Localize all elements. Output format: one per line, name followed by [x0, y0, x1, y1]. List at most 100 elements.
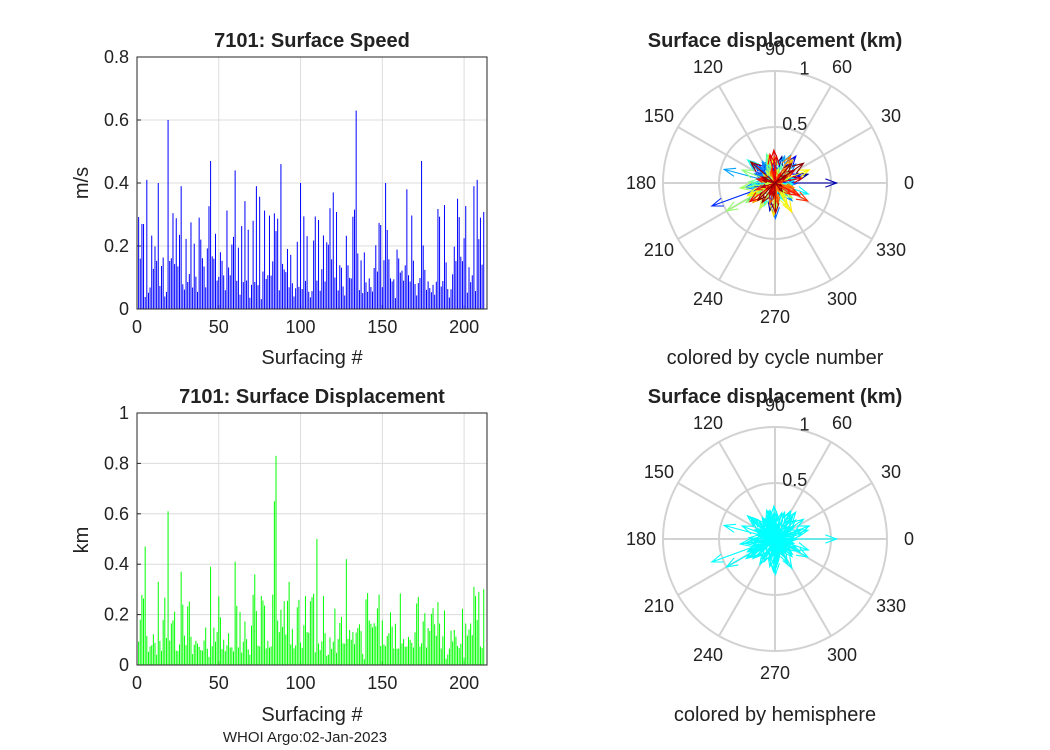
bar — [241, 226, 243, 309]
bar — [421, 160, 423, 309]
bar — [453, 629, 455, 665]
bar — [205, 287, 207, 309]
displacement-arrow — [774, 177, 803, 184]
bar — [255, 186, 257, 309]
bar — [286, 600, 288, 665]
bar — [457, 645, 459, 665]
bar — [447, 654, 449, 665]
bar — [337, 639, 339, 665]
bar — [192, 654, 194, 665]
arrow-head — [710, 553, 724, 563]
bar — [452, 641, 454, 665]
arrow-head — [769, 190, 774, 198]
bar — [383, 644, 385, 665]
bar — [185, 238, 187, 309]
arrow-head — [825, 534, 839, 544]
displacement-arrow — [762, 532, 776, 540]
y-tick-label: 0.4 — [104, 554, 129, 574]
arrow-head — [766, 165, 772, 174]
bar — [314, 216, 316, 309]
bar — [161, 650, 163, 665]
bar — [416, 603, 418, 665]
bar — [417, 283, 419, 309]
bar — [215, 641, 217, 665]
bar — [138, 641, 140, 665]
bar — [215, 233, 217, 309]
bar — [157, 581, 159, 665]
bar — [463, 657, 465, 665]
bar — [180, 186, 182, 309]
arrow-head — [789, 544, 802, 553]
bar — [162, 257, 164, 309]
bar — [296, 607, 298, 665]
angle-label: 30 — [881, 462, 901, 482]
arrow-head — [779, 183, 784, 187]
bar — [283, 269, 285, 309]
bar — [182, 604, 184, 665]
bar — [197, 643, 199, 665]
arrow-head — [770, 207, 780, 221]
bar — [339, 265, 341, 309]
bar — [223, 275, 225, 309]
bar — [360, 631, 362, 665]
displacement-title: 7101: Surface Displacement — [179, 386, 445, 408]
arrow-head — [780, 553, 789, 565]
bar — [427, 628, 429, 665]
bar — [326, 242, 328, 309]
y-tick-label: 0.4 — [104, 173, 129, 193]
bar — [362, 293, 364, 309]
angle-label: 0 — [904, 529, 914, 549]
bar — [401, 643, 403, 665]
bar — [182, 284, 184, 309]
arrow-head — [753, 173, 763, 180]
arrow-head — [792, 531, 804, 540]
arrow-head — [740, 525, 755, 535]
bar — [219, 252, 221, 309]
arrow-head — [754, 540, 764, 547]
bar — [352, 632, 354, 665]
displacement-arrow — [761, 538, 776, 559]
bar — [362, 653, 364, 665]
bar — [404, 646, 406, 665]
bar — [249, 297, 251, 309]
displacement-ylabel: km — [71, 527, 93, 554]
bar — [208, 206, 210, 309]
bar — [277, 218, 279, 309]
bar — [232, 236, 234, 309]
speed-y-ticks: 0 0.2 0.4 0.6 0.8 — [104, 47, 129, 319]
bar — [412, 260, 414, 309]
bar — [280, 609, 282, 665]
bar — [481, 264, 483, 309]
bar — [308, 632, 310, 665]
bar — [290, 644, 292, 665]
polar-hemisphere-angle-labels: 0 30 60 90 120 150 180 210 240 270 300 330 0.5 1 — [626, 395, 914, 683]
x-tick-label: 150 — [367, 317, 397, 337]
bar — [414, 632, 416, 665]
bar — [159, 641, 161, 665]
bar — [210, 566, 212, 665]
arrow-head — [738, 181, 753, 192]
bar — [327, 654, 329, 665]
bar — [218, 596, 220, 665]
bar — [339, 622, 341, 665]
bar — [295, 645, 297, 665]
arrow-head — [722, 523, 737, 533]
bar — [481, 648, 483, 665]
bar — [321, 269, 323, 309]
bar — [313, 593, 315, 665]
x-tick-label: 150 — [367, 673, 397, 693]
displacement-arrow — [757, 538, 776, 557]
bar — [393, 279, 395, 309]
angle-label: 300 — [827, 289, 857, 309]
displacement-arrow — [774, 163, 792, 184]
arrow-head — [749, 160, 762, 173]
bar — [385, 646, 387, 665]
bar — [354, 209, 356, 309]
y-tick-label: 0.6 — [104, 110, 129, 130]
bar — [226, 210, 228, 309]
bar — [483, 211, 485, 309]
angle-label: 180 — [626, 173, 656, 193]
bar — [452, 274, 454, 309]
bar — [237, 247, 239, 309]
bar — [435, 635, 437, 665]
